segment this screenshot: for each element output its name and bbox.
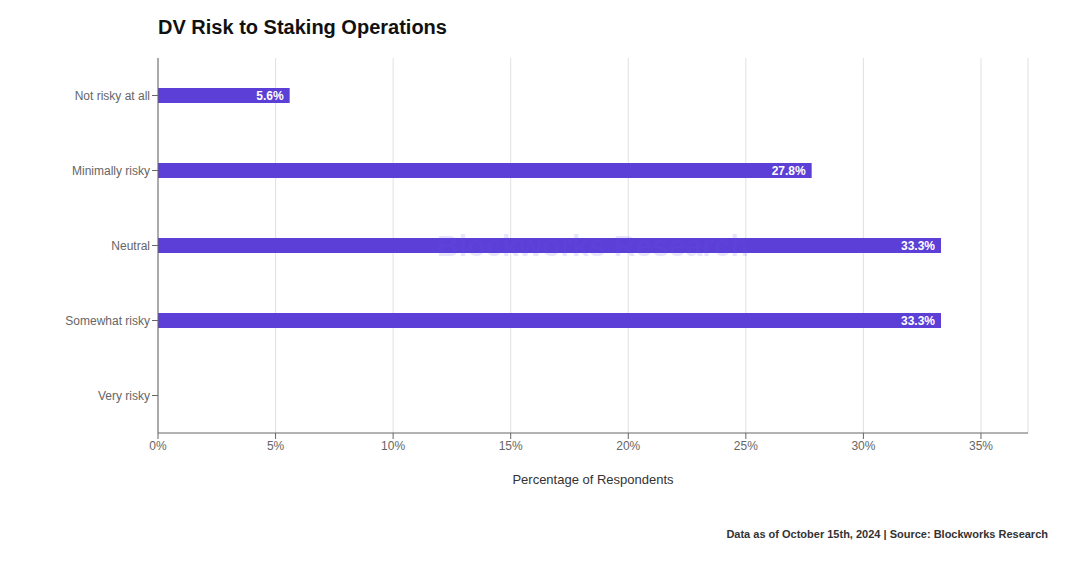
svg-text:Very risky: Very risky <box>98 389 150 403</box>
svg-text:35%: 35% <box>969 439 993 453</box>
svg-text:27.8%: 27.8% <box>772 164 806 178</box>
svg-text:5%: 5% <box>267 439 285 453</box>
svg-text:20%: 20% <box>616 439 640 453</box>
svg-text:Neutral: Neutral <box>111 239 150 253</box>
svg-text:30%: 30% <box>851 439 875 453</box>
svg-text:Percentage of Respondents: Percentage of Respondents <box>512 472 674 487</box>
svg-text:Minimally risky: Minimally risky <box>72 164 150 178</box>
svg-text:Not risky at all: Not risky at all <box>75 89 150 103</box>
svg-text:25%: 25% <box>734 439 758 453</box>
svg-text:33.3%: 33.3% <box>901 239 935 253</box>
html-text:DV Risk to Staking Operations: DV Risk to Staking Operations <box>158 16 447 38</box>
svg-text:Somewhat risky: Somewhat risky <box>65 314 150 328</box>
html-text:Blockworks Research: Blockworks Research <box>437 228 749 262</box>
html-text:Data as of October 15th, 2024: Data as of October 15th, 2024 | Source: … <box>726 528 1048 540</box>
svg-text:0%: 0% <box>149 439 167 453</box>
svg-text:15%: 15% <box>499 439 523 453</box>
svg-text:10%: 10% <box>381 439 405 453</box>
svg-text:33.3%: 33.3% <box>901 314 935 328</box>
svg-text:5.6%: 5.6% <box>256 89 284 103</box>
